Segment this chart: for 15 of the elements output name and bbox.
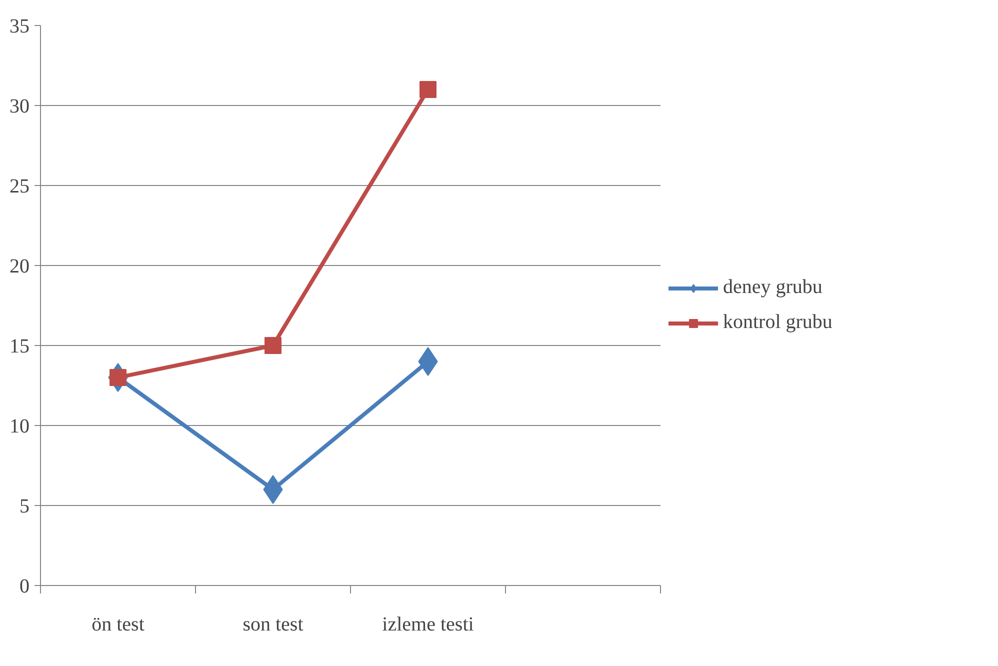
y-tick-label: 30	[10, 96, 30, 118]
y-tick-label: 15	[10, 336, 30, 358]
legend-label: kontrol grubu	[723, 311, 832, 334]
x-tick-label: son test	[242, 614, 304, 636]
y-tick-label: 0	[20, 576, 30, 598]
x-tick-label: ön test	[92, 614, 145, 636]
point	[264, 337, 282, 354]
y-tick-label: 35	[10, 16, 30, 38]
y-tick-label: 5	[20, 496, 30, 518]
y-tick-label: 10	[10, 416, 30, 438]
legend-label: deney grubu	[723, 276, 822, 299]
y-tick-label: 20	[10, 256, 30, 278]
y-tick-label: 25	[10, 176, 30, 198]
x-tick-label: izleme testi	[382, 614, 474, 636]
point	[420, 81, 436, 98]
